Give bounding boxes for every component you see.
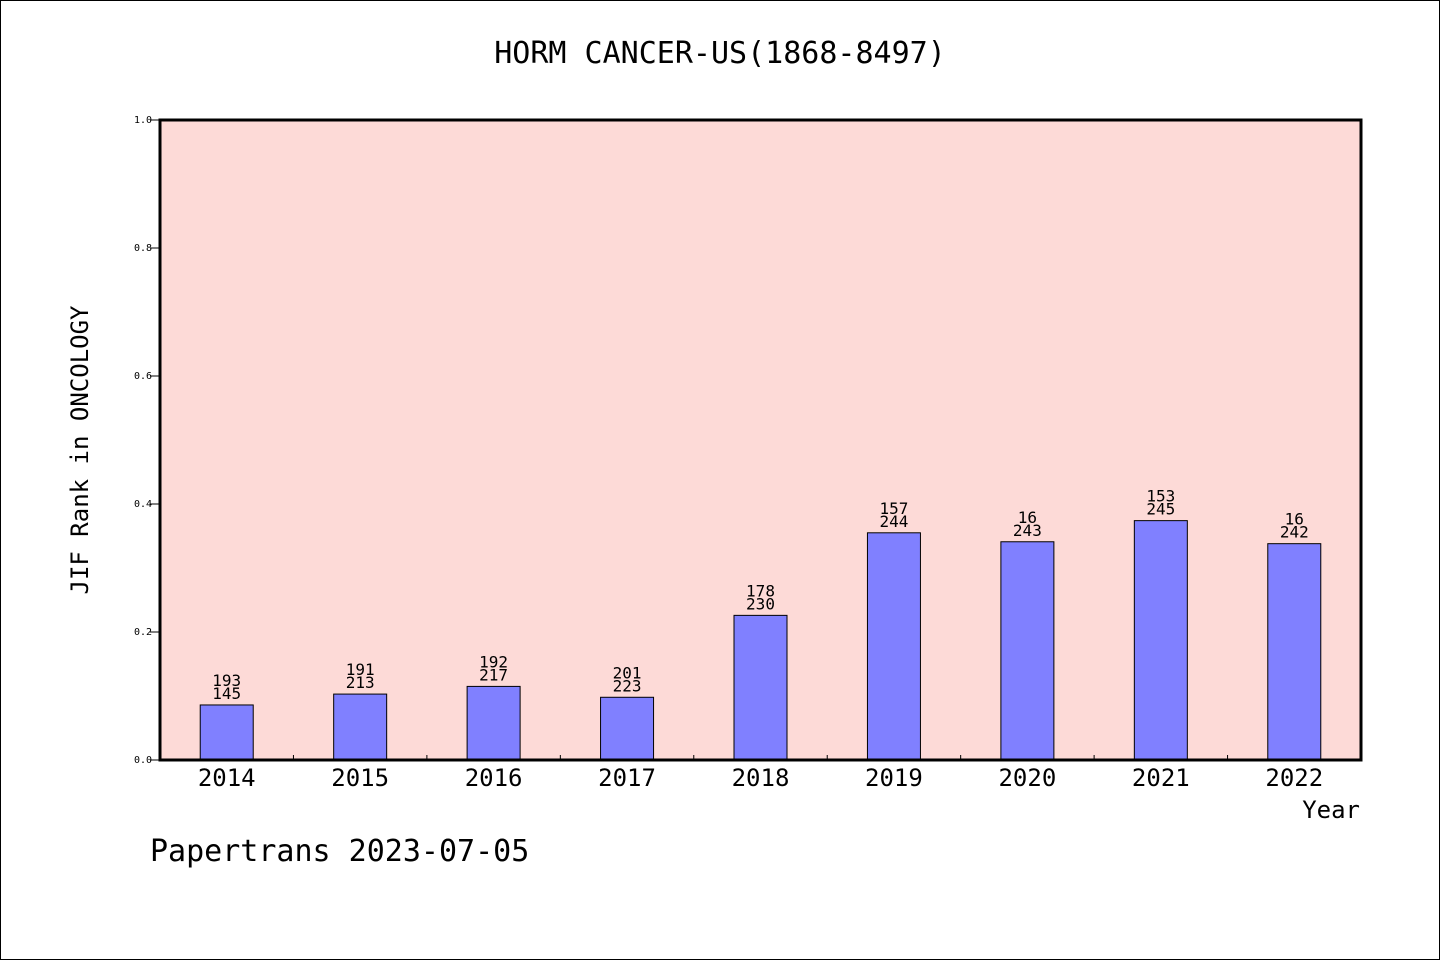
bar-label-bottom-2019: 244: [879, 512, 908, 531]
x-axis-ticks: 2014 2015 2016 2017 2018 2019 2020 2021 2022: [198, 755, 1323, 792]
y-tick-label: 1.0: [134, 115, 152, 126]
y-tick-label: 0.6: [134, 371, 152, 382]
bar-2017: [600, 696, 655, 761]
y-tick-label: 0.0: [134, 755, 152, 766]
bar-label-top-2022: 16: [1285, 510, 1304, 529]
bar-label-bottom-2014: 145: [212, 684, 241, 703]
bar-label-top-2019: 157: [879, 499, 908, 518]
bar-label-top-2014: 193: [212, 671, 241, 690]
bar-label-bottom-2015: 213: [346, 673, 375, 692]
y-tick-label: 0.8: [134, 243, 152, 254]
bar-2018: [733, 614, 788, 761]
y-tick-label: 0.4: [134, 499, 152, 510]
bar-label-top-2021: 153: [1146, 487, 1175, 506]
x-axis-label: Year: [1302, 796, 1360, 824]
x-tick-label-2015: 2015: [331, 764, 389, 792]
bar-label-bottom-2016: 217: [479, 665, 508, 684]
bar-2020: [1000, 541, 1055, 761]
bar-label-top-2016: 192: [479, 652, 508, 671]
x-tick-label-2014: 2014: [198, 764, 256, 792]
bar-2021: [1133, 520, 1188, 761]
chart-title: HORM CANCER-US(1868-8497): [494, 36, 946, 71]
bar-2014: [199, 704, 254, 761]
footer-credit: Papertrans 2023-07-05: [150, 834, 530, 869]
bar-2022: [1267, 543, 1322, 761]
bar-label-top-2017: 201: [613, 663, 642, 682]
plot-border: [158, 118, 1363, 762]
bar-label-top-2018: 178: [746, 581, 775, 600]
bar-label-bottom-2021: 245: [1146, 500, 1175, 519]
x-tick-label-2022: 2022: [1265, 764, 1323, 792]
bar-label-bottom-2018: 230: [746, 594, 775, 613]
bar-label-bottom-2022: 242: [1280, 523, 1309, 542]
x-tick-label-2018: 2018: [732, 764, 790, 792]
bar-label-bottom-2020: 243: [1013, 521, 1042, 540]
x-tick-label-2016: 2016: [465, 764, 523, 792]
y-axis-ticks: 0.0 0.2 0.4 0.6 0.8 1.0: [134, 115, 160, 766]
bar-label-top-2015: 191: [346, 660, 375, 679]
bar-2015: [333, 693, 388, 761]
x-tick-label-2019: 2019: [865, 764, 923, 792]
x-tick-label-2020: 2020: [998, 764, 1056, 792]
bar-2016: [466, 685, 521, 761]
x-tick-label-2021: 2021: [1132, 764, 1190, 792]
bar-2019: [866, 532, 921, 761]
y-tick-label: 0.2: [134, 627, 152, 638]
bar-label-top-2020: 16: [1018, 508, 1037, 527]
x-tick-label-2017: 2017: [598, 764, 656, 792]
bar-label-bottom-2017: 223: [613, 676, 642, 695]
